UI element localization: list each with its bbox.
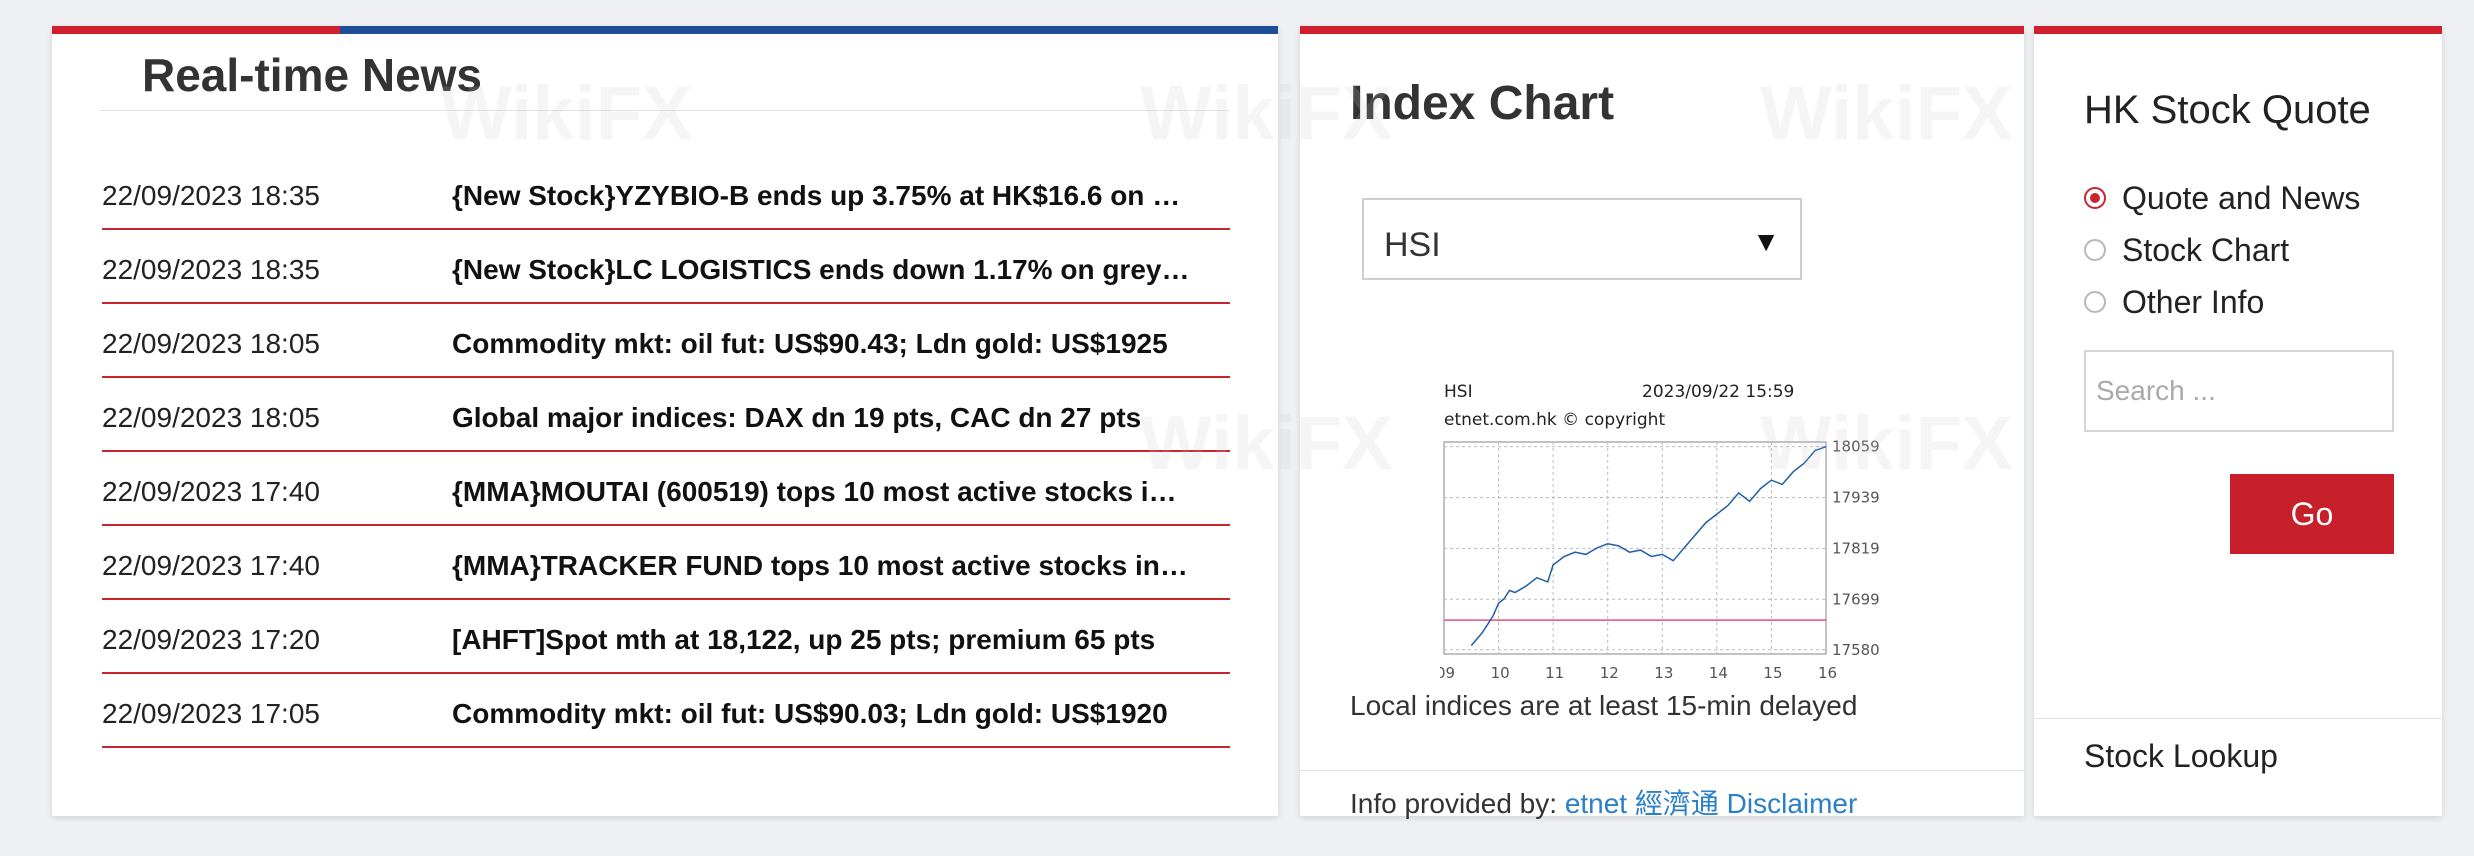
news-item: 22/09/2023 18:05 Global major indices: D… <box>102 378 1230 452</box>
chart-x-tick-label: 12 <box>1600 664 1619 682</box>
option-other-info[interactable]: Other Info <box>2084 276 2360 328</box>
divider <box>100 110 1230 111</box>
news-item: 22/09/2023 17:20 [AHFT]Spot mth at 18,12… <box>102 600 1230 674</box>
news-item: 22/09/2023 17:40 {MMA}MOUTAI (600519) to… <box>102 452 1230 526</box>
go-button[interactable]: Go <box>2230 474 2394 554</box>
news-time: 22/09/2023 18:35 <box>102 180 320 211</box>
chart-x-tick-label: 16 <box>1818 664 1837 682</box>
info-prefix: Info provided by: <box>1350 788 1558 819</box>
chart-x-tick-label: 10 <box>1491 664 1510 682</box>
radio-label: Stock Chart <box>2122 231 2290 268</box>
chart-datetime: 2023/09/22 15:59 <box>1642 382 1794 402</box>
news-headline-link[interactable]: Global major indices: DAX dn 19 pts, CAC… <box>452 402 1142 433</box>
chart-y-tick-label: 17939 <box>1832 489 1880 507</box>
radio-button[interactable] <box>2084 239 2106 261</box>
chart-y-tick-label: 18059 <box>1832 438 1880 456</box>
index-chart-panel: Index Chart HSI ▼ HSI 2023/09/22 15:59 e… <box>1300 26 2024 819</box>
hsi-intraday-chart: HSI 2023/09/22 15:59 etnet.com.hk © copy… <box>1440 382 1880 682</box>
news-headline-link[interactable]: {New Stock}YZYBIO-B ends up 3.75% at HK$… <box>452 180 1192 211</box>
radio-button[interactable] <box>2084 187 2106 209</box>
news-time: 22/09/2023 18:35 <box>102 254 320 285</box>
chart-x-tick-label: 13 <box>1654 664 1673 682</box>
news-item: 22/09/2023 17:40 {MMA}TRACKER FUND tops … <box>102 526 1230 600</box>
delay-note: Local indices are at least 15-min delaye… <box>1350 690 1858 721</box>
news-item: 22/09/2023 18:05 Commodity mkt: oil fut:… <box>102 304 1230 378</box>
chart-y-tick-label: 17699 <box>1832 590 1880 608</box>
chart-symbol: HSI <box>1444 382 1473 402</box>
chart-x-tick-label: 15 <box>1763 664 1782 682</box>
news-headline-link[interactable]: Commodity mkt: oil fut: US$90.03; Ldn go… <box>452 698 1168 729</box>
radio-label: Other Info <box>2122 283 2265 320</box>
news-headline-link[interactable]: {MMA}MOUTAI (600519) tops 10 most active… <box>452 476 1192 507</box>
index-select[interactable]: HSI ▼ <box>1362 198 1802 280</box>
panel-top-accent <box>1300 26 2024 34</box>
chart-y-tick-label: 17580 <box>1832 641 1880 659</box>
stock-lookup-link[interactable]: Stock Lookup <box>2084 738 2278 774</box>
news-headline-link[interactable]: Commodity mkt: oil fut: US$90.43; Ldn go… <box>452 328 1168 359</box>
panel-top-accent <box>52 26 1278 34</box>
info-provider: Info provided by: etnet 經濟通 Disclaimer <box>1350 782 1857 822</box>
chart-x-tick-label: 09 <box>1440 664 1455 682</box>
panel-top-accent <box>2034 26 2442 34</box>
radio-label: Quote and News <box>2122 179 2361 216</box>
stock-search-input[interactable] <box>2084 350 2394 432</box>
chart-x-tick-label: 11 <box>1545 664 1564 682</box>
news-item: 22/09/2023 18:35 {New Stock}YZYBIO-B end… <box>102 156 1230 230</box>
news-time: 22/09/2023 17:40 <box>102 550 320 581</box>
news-time: 22/09/2023 17:05 <box>102 698 320 729</box>
news-title: Real-time News <box>142 49 483 101</box>
realtime-news-panel: Real-time News 22/09/2023 18:35 {New Sto… <box>52 26 1278 816</box>
chart-x-tick-label: 14 <box>1709 664 1728 682</box>
chart-y-tick-label: 17819 <box>1832 539 1880 557</box>
news-item: 22/09/2023 17:05 Commodity mkt: oil fut:… <box>102 674 1230 748</box>
radio-button[interactable] <box>2084 291 2106 313</box>
dropdown-arrow-icon: ▼ <box>1752 226 1780 257</box>
news-headline-link[interactable]: {New Stock}LC LOGISTICS ends down 1.17% … <box>452 254 1192 285</box>
divider <box>2034 718 2442 719</box>
news-time: 22/09/2023 18:05 <box>102 402 320 433</box>
news-headline-link[interactable]: {MMA}TRACKER FUND tops 10 most active st… <box>452 550 1192 581</box>
news-headline-link[interactable]: [AHFT]Spot mth at 18,122, up 25 pts; pre… <box>452 624 1156 655</box>
index-select-value: HSI <box>1384 226 1441 264</box>
chart-source: etnet.com.hk © copyright <box>1444 410 1665 430</box>
divider <box>1300 770 2024 771</box>
etnet-link[interactable]: etnet 經濟通 <box>1564 788 1719 819</box>
chart-series-line <box>1470 445 1827 646</box>
news-time: 22/09/2023 17:40 <box>102 476 320 507</box>
news-item: 22/09/2023 18:35 {New Stock}LC LOGISTICS… <box>102 230 1230 304</box>
index-chart-title: Index Chart <box>1350 77 1615 130</box>
option-stock-chart[interactable]: Stock Chart <box>2084 224 2360 276</box>
disclaimer-link[interactable]: Disclaimer <box>1726 788 1858 819</box>
option-quote-and-news[interactable]: Quote and News <box>2084 172 2360 224</box>
quote-title: HK Stock Quote <box>2084 88 2371 132</box>
news-time: 22/09/2023 17:20 <box>102 624 320 655</box>
news-list: 22/09/2023 18:35 {New Stock}YZYBIO-B end… <box>102 156 1230 748</box>
quote-options: Quote and News Stock Chart Other Info <box>2084 172 2360 328</box>
news-time: 22/09/2023 18:05 <box>102 328 320 359</box>
hk-stock-quote-panel: HK Stock Quote Quote and News Stock Char… <box>2034 26 2442 816</box>
